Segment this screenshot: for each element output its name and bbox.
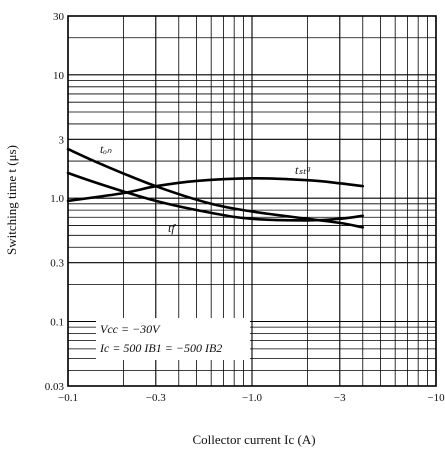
- x-axis-ticks: −0.1 −0.3 −1.0 −3 −10: [58, 392, 445, 404]
- x-tick-label: −10: [427, 392, 445, 404]
- condition-line-2: Ic = 500 IB1 = −500 IB2: [99, 341, 222, 355]
- y-axis-ticks: 30 10 3 1.0 0.3 0.1 0.03: [45, 11, 65, 393]
- condition-line-1: Vcc = −30V: [100, 322, 161, 336]
- series-curves: [66, 147, 365, 229]
- x-axis-title: Collector current Ic (A): [192, 432, 315, 447]
- y-tick-label: 0.1: [50, 317, 64, 329]
- x-tick-label: −3: [334, 392, 346, 404]
- x-tick-label: −0.3: [146, 392, 166, 404]
- series-line-tf: [66, 171, 365, 222]
- y-tick-label: 1.0: [50, 193, 64, 205]
- y-tick-label: 3: [59, 134, 65, 146]
- curve-label-tstg: tₛₜᵍ: [295, 163, 310, 177]
- condition-box: [96, 318, 250, 360]
- y-tick-label: 0.03: [45, 381, 65, 393]
- y-tick-label: 0.3: [50, 258, 64, 270]
- x-tick-label: −1.0: [242, 392, 262, 404]
- curve-label-tf: tf: [168, 221, 176, 235]
- y-axis-title: Switching time t (μs): [4, 145, 19, 255]
- y-tick-label: 10: [53, 70, 65, 82]
- curve-label-ton: tₒₙ: [100, 142, 112, 156]
- x-tick-label: −0.1: [58, 392, 78, 404]
- series-line-tstg: [66, 176, 365, 203]
- y-tick-label: 30: [53, 11, 65, 23]
- series-line-ton: [66, 147, 365, 229]
